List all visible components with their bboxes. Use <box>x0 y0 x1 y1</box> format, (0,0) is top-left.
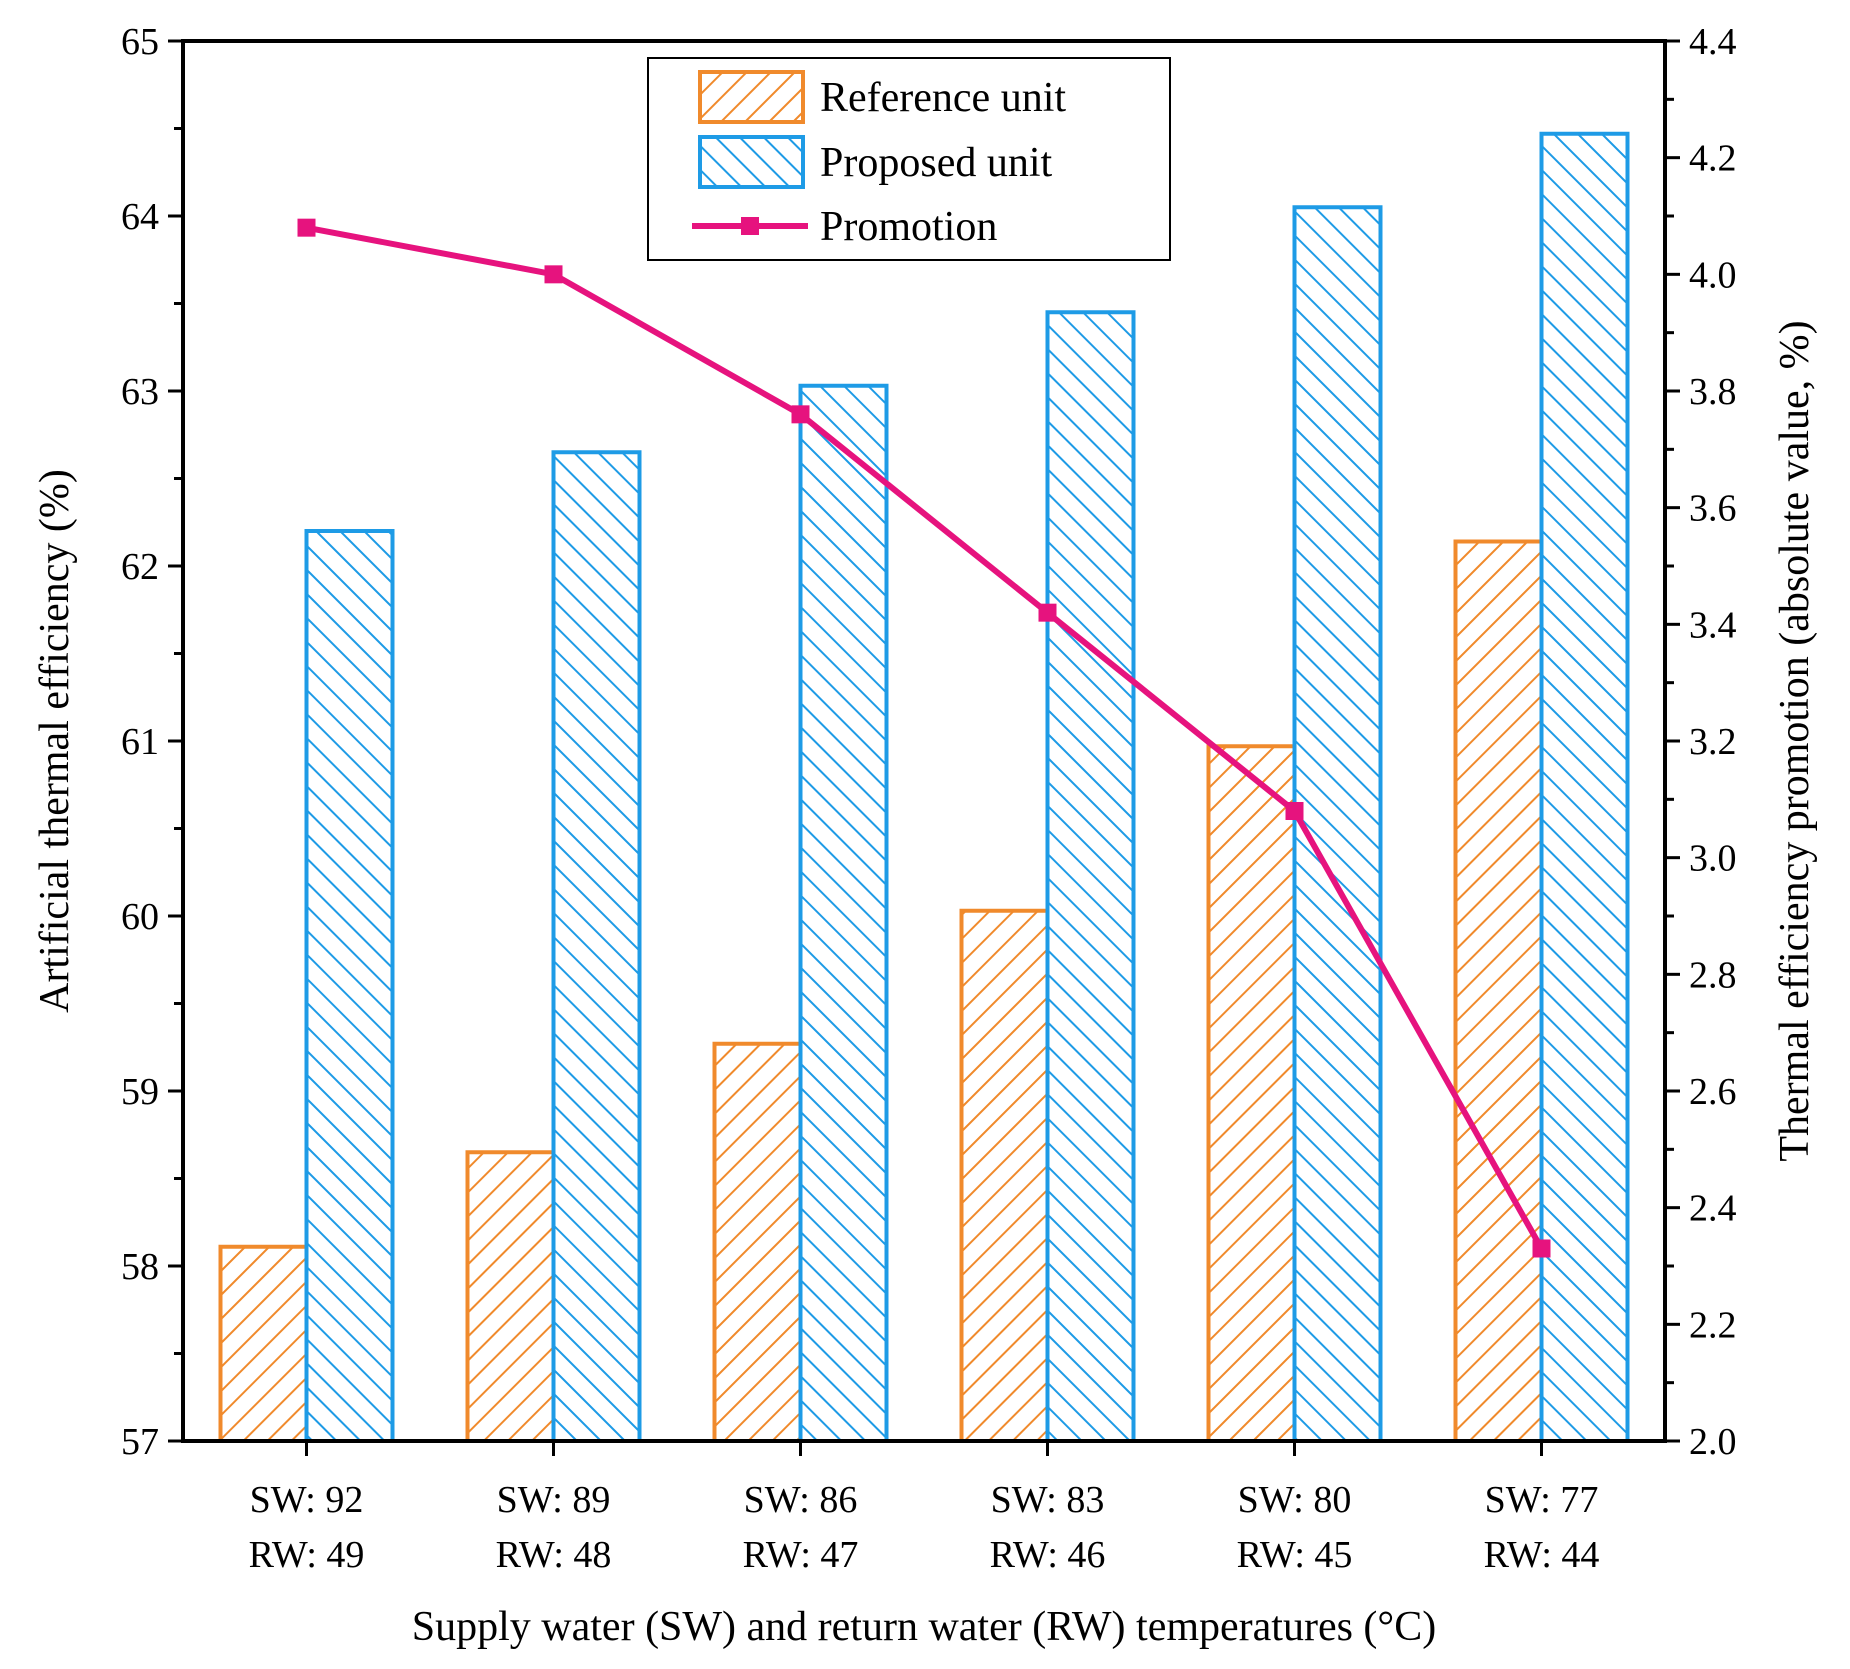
promotion-marker-4 <box>1038 603 1057 622</box>
promotion-line <box>305 224 1545 1250</box>
promotion-line-layer <box>297 218 1551 1258</box>
legend-swatch-promotion-marker <box>741 217 759 235</box>
right-tick-label: 3.2 <box>1689 721 1737 763</box>
bar-reference-unit-1 <box>218 1244 309 1443</box>
bar-proposed-unit-1 <box>304 529 395 1443</box>
x-category-rw-label: RW: 47 <box>743 1534 859 1576</box>
left-tick-label: 58 <box>121 1246 159 1288</box>
promotion-marker-2 <box>544 265 563 284</box>
bar-proposed-unit-6 <box>1539 131 1630 1443</box>
left-tick-label: 60 <box>121 896 159 938</box>
x-category-rw-label: RW: 48 <box>496 1534 612 1576</box>
right-tick-label: 3.0 <box>1689 838 1737 880</box>
x-category-rw-label: RW: 46 <box>990 1534 1106 1576</box>
right-tick-label: 2.6 <box>1689 1071 1737 1113</box>
bar-proposed-unit-2 <box>551 450 642 1443</box>
promotion-marker-1 <box>297 218 316 237</box>
bar-proposed-unit-3 <box>798 383 889 1443</box>
bar-reference-unit-2 <box>465 1150 556 1443</box>
x-category-sw-label: SW: 86 <box>744 1479 858 1521</box>
legend-swatch-proposed-unit <box>698 135 805 189</box>
x-category-sw-label: SW: 92 <box>250 1479 364 1521</box>
legend-swatch-reference-unit <box>698 70 805 124</box>
axes-layer: 57 58 59 60 61 62 63 64 65 2.0 2.2 2.4 2.6 2.8 3.0 3.2 3… <box>32 21 1818 1650</box>
left-tick-label: 57 <box>121 1421 159 1463</box>
right-tick-label: 2.8 <box>1689 954 1737 996</box>
left-tick-label: 62 <box>121 546 159 588</box>
left-tick-label: 61 <box>121 721 159 763</box>
bar-reference-unit-3 <box>712 1041 803 1443</box>
x-category-sw-label: SW: 89 <box>497 1479 611 1521</box>
bar-reference-unit-5 <box>1206 744 1297 1443</box>
right-tick-label: 2.0 <box>1689 1421 1737 1463</box>
x-axis-title: Supply water (SW) and return water (RW) … <box>412 1604 1436 1650</box>
left-tick-label: 64 <box>121 196 159 238</box>
promotion-marker-6 <box>1532 1239 1551 1258</box>
x-category-rw-label: RW: 49 <box>249 1534 365 1576</box>
left-tick-label: 65 <box>121 21 159 63</box>
right-tick-label: 3.8 <box>1689 371 1737 413</box>
bar-reference-unit-6 <box>1453 539 1544 1443</box>
right-tick-label: 3.6 <box>1689 488 1737 530</box>
x-category-sw-label: SW: 77 <box>1485 1479 1599 1521</box>
right-tick-label: 4.4 <box>1689 21 1737 63</box>
right-tick-label: 3.4 <box>1689 604 1737 646</box>
y-axis-title: Artificial thermal efficiency (%) <box>32 469 78 1013</box>
bar-reference-unit-4 <box>959 908 1050 1443</box>
right-tick-label: 2.4 <box>1689 1188 1737 1230</box>
right-tick-label: 2.2 <box>1689 1304 1737 1346</box>
x-category-sw-label: SW: 83 <box>991 1479 1105 1521</box>
x-category-rw-label: RW: 45 <box>1237 1534 1353 1576</box>
bars-layer <box>218 131 1630 1443</box>
left-tick-label: 59 <box>121 1071 159 1113</box>
x-category-rw-label: RW: 44 <box>1484 1534 1600 1576</box>
left-tick-label: 63 <box>121 371 159 413</box>
promotion-marker-3 <box>791 405 810 424</box>
legend: Reference unit Proposed unit Promotion <box>647 57 1171 261</box>
y2-axis-title: Thermal efficiency promotion (absolute v… <box>1772 320 1818 1161</box>
bar-proposed-unit-5 <box>1292 205 1383 1443</box>
legend-label-reference-unit: Reference unit <box>820 75 1066 121</box>
promotion-marker-5 <box>1285 802 1304 820</box>
right-tick-label: 4.0 <box>1689 254 1737 296</box>
legend-label-promotion: Promotion <box>820 204 997 250</box>
legend-label-proposed-unit: Proposed unit <box>820 140 1053 186</box>
bar-proposed-unit-4 <box>1045 310 1136 1443</box>
x-category-sw-label: SW: 80 <box>1238 1479 1352 1521</box>
right-tick-label: 4.2 <box>1689 138 1737 180</box>
